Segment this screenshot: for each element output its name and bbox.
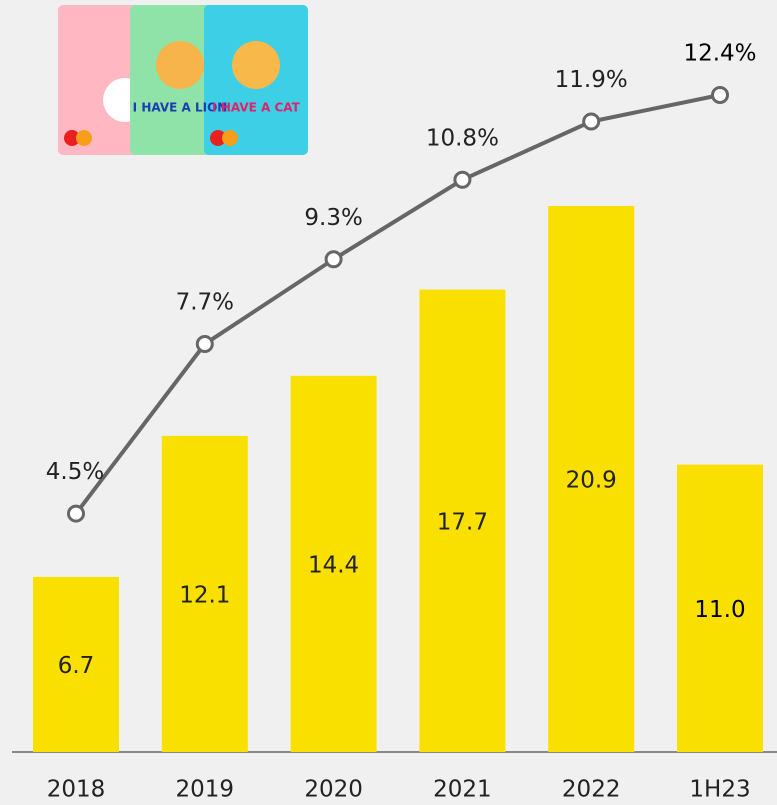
line-marker: [326, 252, 341, 267]
line-value-label: 9.3%: [304, 205, 362, 231]
line-marker: [584, 114, 599, 129]
line-marker: [69, 506, 84, 521]
bar-value-label: 11.0: [694, 597, 745, 623]
line-marker: [197, 337, 212, 352]
x-tick-label: 2018: [47, 777, 106, 803]
line-value-label: 12.4%: [683, 41, 756, 67]
bar-value-label: 20.9: [566, 468, 617, 494]
card-images: I HAVE A LION I HAVE A CAT: [58, 5, 308, 155]
line-marker: [713, 88, 728, 103]
line-value-label: 10.8%: [426, 125, 499, 151]
x-tick-label: 2019: [176, 777, 235, 803]
card-logo: [222, 130, 238, 146]
bar-value-label: 14.4: [308, 552, 359, 578]
bar-value-label: 17.7: [437, 509, 488, 535]
chart: I HAVE A LION I HAVE A CAT 6.7 2018 12.1 20…: [0, 0, 777, 805]
line-value-label: 11.9%: [555, 67, 628, 93]
line-marker: [455, 172, 470, 187]
card-character: [156, 41, 204, 89]
bar-value-label: 6.7: [58, 653, 95, 679]
card-logo: [76, 130, 92, 146]
card-character: [232, 41, 280, 89]
line-value-label: 4.5%: [46, 459, 104, 485]
x-tick-label: 2021: [433, 777, 492, 803]
x-tick-label: 2022: [562, 777, 621, 803]
bar-value-label: 12.1: [179, 582, 230, 608]
card-text: I HAVE A CAT: [212, 101, 300, 115]
x-tick-label: 1H23: [689, 777, 750, 803]
line-value-label: 7.7%: [176, 290, 234, 316]
x-tick-label: 2020: [304, 777, 363, 803]
